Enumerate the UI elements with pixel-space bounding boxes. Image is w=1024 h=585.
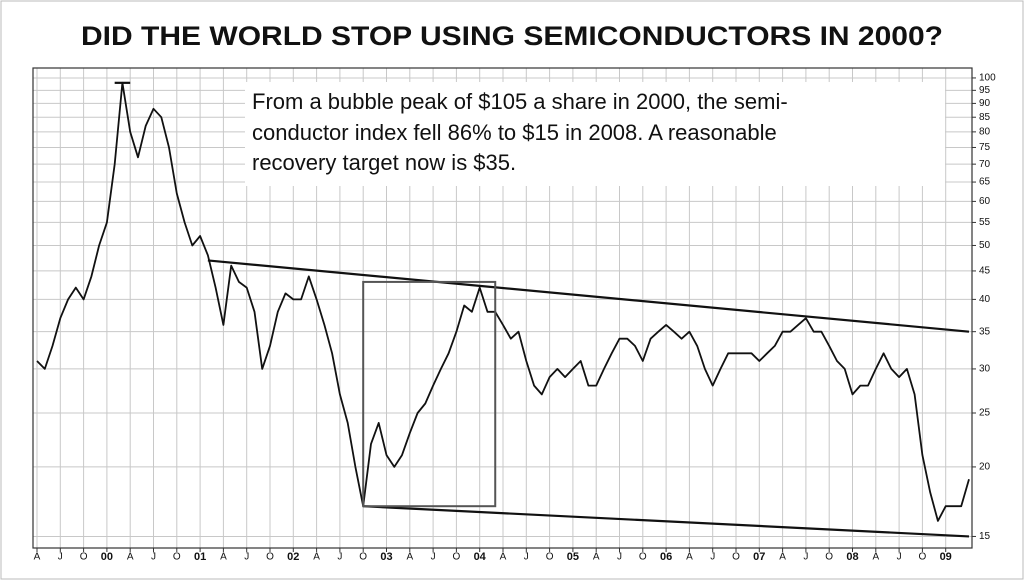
y-tick-label: 95 <box>979 85 991 96</box>
x-tick-label: O <box>80 552 88 563</box>
x-tick-label: 02 <box>287 551 299 563</box>
y-tick-label: 35 <box>979 326 991 337</box>
x-tick-label: O <box>453 552 461 563</box>
x-tick-label: 09 <box>940 551 952 563</box>
x-tick-label: O <box>173 552 181 563</box>
y-tick-label: 45 <box>979 266 991 277</box>
x-tick-label: J <box>617 552 622 563</box>
x-tick-label: J <box>524 552 529 563</box>
y-tick-label: 55 <box>979 217 991 228</box>
x-tick-label: A <box>593 552 600 563</box>
trend-line <box>363 505 970 538</box>
x-tick-label: J <box>431 552 436 563</box>
x-tick-label: 06 <box>660 551 672 563</box>
annotation-line: recovery target now is $35. <box>252 150 516 175</box>
x-tick-label: J <box>58 552 63 563</box>
y-tick-label: 15 <box>979 531 991 542</box>
x-tick-label: O <box>266 552 274 563</box>
x-tick-label: A <box>220 552 227 563</box>
x-tick-label: 04 <box>474 551 487 563</box>
x-tick-label: 08 <box>846 551 858 563</box>
x-tick-label: O <box>359 552 367 563</box>
y-tick-label: 80 <box>979 127 991 138</box>
x-tick-label: O <box>546 552 554 563</box>
y-tick-label: 25 <box>979 408 991 419</box>
x-tick-label: J <box>337 552 342 563</box>
x-tick-label: 07 <box>753 551 765 563</box>
x-tick-label: J <box>151 552 156 563</box>
x-tick-label: O <box>732 552 740 563</box>
y-tick-label: 100 <box>979 73 996 84</box>
x-tick-label: O <box>919 552 927 563</box>
x-tick-label: 05 <box>567 551 579 563</box>
x-tick-label: 01 <box>194 551 206 563</box>
x-tick-label: A <box>500 552 507 563</box>
x-tick-label: J <box>244 552 249 563</box>
x-tick-label: J <box>803 552 808 563</box>
y-tick-label: 85 <box>979 112 991 123</box>
y-tick-label: 65 <box>979 177 991 188</box>
annotation-line: From a bubble peak of $105 a share in 20… <box>252 89 788 114</box>
price-line <box>36 81 970 522</box>
x-tick-label: A <box>406 552 413 563</box>
x-tick-label: 00 <box>101 551 113 563</box>
x-tick-label: A <box>34 552 41 563</box>
chart-title: DID THE WORLD STOP USING SEMICONDUCTORS … <box>81 21 943 51</box>
y-tick-label: 30 <box>979 364 991 375</box>
highlight-box <box>362 280 497 508</box>
y-tick-label: 20 <box>979 462 991 473</box>
x-tick-label: A <box>313 552 320 563</box>
x-tick-label: A <box>872 552 879 563</box>
marks <box>36 81 970 538</box>
y-tick-label: 75 <box>979 142 991 153</box>
y-tick-label: 50 <box>979 240 991 251</box>
x-tick-label: J <box>710 552 715 563</box>
x-tick-label: J <box>897 552 902 563</box>
y-tick-label: 70 <box>979 159 991 170</box>
plot-frame <box>32 67 973 549</box>
x-tick-label: O <box>825 552 833 563</box>
x-tick-label: A <box>686 552 693 563</box>
annotation-box <box>245 82 945 186</box>
annotation-line: conductor index fell 86% to $15 in 2008.… <box>252 120 777 145</box>
y-tick-label: 40 <box>979 294 991 305</box>
trend-line <box>207 259 970 333</box>
x-tick-label: 03 <box>380 551 392 563</box>
x-tick-label: A <box>127 552 134 563</box>
y-tick-label: 60 <box>979 196 991 207</box>
y-tick-label: 90 <box>979 98 991 109</box>
x-tick-label: A <box>779 552 786 563</box>
x-tick-label: O <box>639 552 647 563</box>
